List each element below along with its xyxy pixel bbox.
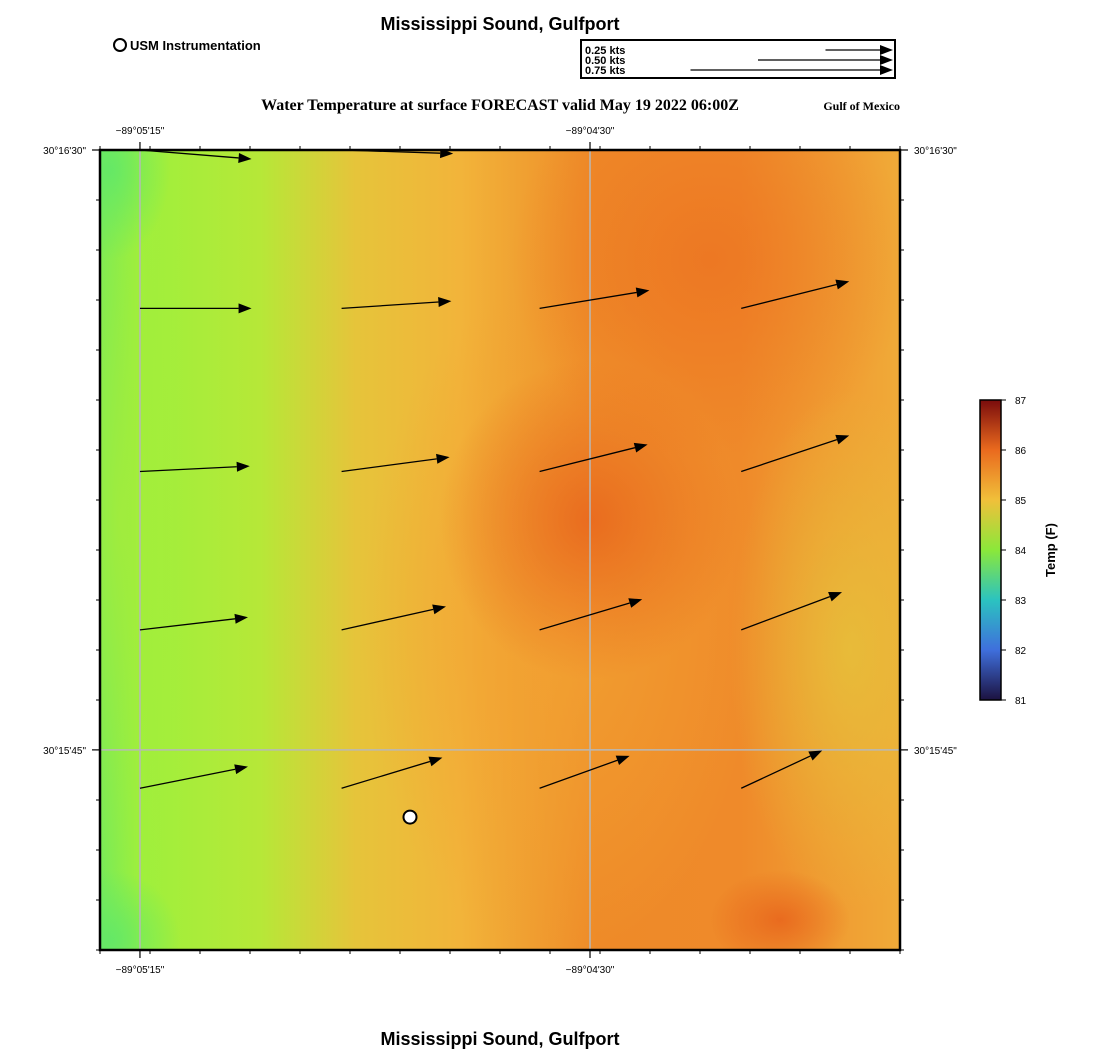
current-arrow xyxy=(539,287,650,310)
current-arrow xyxy=(139,764,248,789)
colorbar-tick-label: 84 xyxy=(1015,546,1027,557)
current-arrow xyxy=(539,598,643,631)
current-arrow xyxy=(741,279,850,309)
current-arrow xyxy=(341,604,446,631)
colorbar: 81 82 83 84 85 86 87 Temp (F) xyxy=(979,396,1058,707)
colorbar-tick-label: 83 xyxy=(1015,596,1027,607)
temperature-field xyxy=(100,150,900,950)
lat-label-left: 30°16'30" xyxy=(43,146,86,157)
forecast-subtitle: Water Temperature at surface FORECAST va… xyxy=(261,97,739,114)
lon-label-bottom: −89°05'15" xyxy=(116,965,165,976)
colorbar-tick-label: 86 xyxy=(1015,446,1027,457)
station-legend-marker xyxy=(113,38,127,52)
colorbar-tick-label: 81 xyxy=(1015,696,1027,707)
colorbar-tick-label: 87 xyxy=(1015,396,1027,407)
colorbar-tick-label: 82 xyxy=(1015,646,1027,657)
current-arrow xyxy=(139,613,248,631)
current-arrow xyxy=(139,461,250,473)
current-arrow xyxy=(740,750,823,789)
vector-scale-label: 0.75 kts xyxy=(585,65,625,77)
current-arrow xyxy=(139,150,252,163)
vector-scale-arrow xyxy=(690,65,893,75)
colorbar-ramp xyxy=(979,399,1002,701)
lon-label-bottom: −89°04'30" xyxy=(566,965,615,976)
vector-scale-label: 0.25 kts xyxy=(585,45,625,57)
current-arrow xyxy=(139,303,252,314)
lat-label-left: 30°15'45" xyxy=(43,746,86,757)
colorbar-label: Temp (F) xyxy=(1043,523,1058,577)
current-arrow xyxy=(539,442,648,473)
lat-label-right: 30°15'45" xyxy=(914,746,957,757)
current-vectors xyxy=(139,150,850,789)
vector-scale-arrow xyxy=(758,55,893,65)
current-arrow xyxy=(341,297,452,310)
current-arrow xyxy=(539,755,630,789)
station-legend-label: USM Instrumentation xyxy=(130,38,261,53)
axis-labels: −89°05'15" −89°05'15" −89°04'30" −89°04'30"… xyxy=(43,126,957,976)
current-arrow xyxy=(741,434,850,473)
map-frame xyxy=(98,148,902,952)
vector-scale-arrow xyxy=(825,45,893,55)
current-arrow xyxy=(740,591,843,631)
region-label: Gulf of Mexico xyxy=(823,99,900,113)
footer-title: Mississippi Sound, Gulfport xyxy=(380,1029,619,1049)
colorbar-tick-label: 85 xyxy=(1015,496,1027,507)
lat-label-right: 30°16'30" xyxy=(914,146,957,157)
vector-scale-label: 0.50 kts xyxy=(585,55,625,67)
vector-scale-box xyxy=(580,39,896,79)
graticule xyxy=(100,150,900,950)
station-marker[interactable] xyxy=(402,809,418,825)
figure-title: Mississippi Sound, Gulfport xyxy=(380,14,619,34)
lon-label-top: −89°04'30" xyxy=(566,126,615,137)
current-arrow xyxy=(341,453,450,473)
lon-label-top: −89°05'15" xyxy=(116,126,165,137)
current-arrow xyxy=(341,756,443,789)
